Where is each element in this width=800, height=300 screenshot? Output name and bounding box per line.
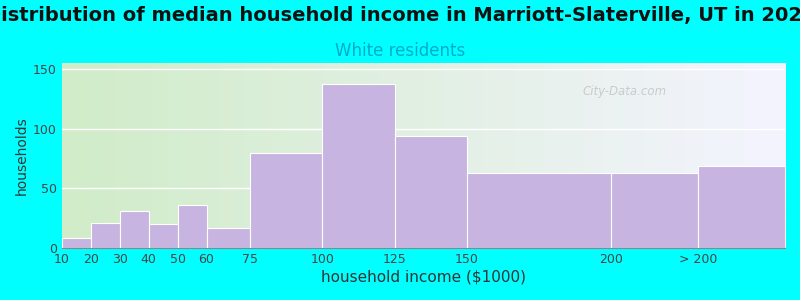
Bar xyxy=(149,224,178,248)
X-axis label: household income ($1000): household income ($1000) xyxy=(321,270,526,285)
Bar xyxy=(91,223,120,248)
Text: City-Data.com: City-Data.com xyxy=(582,85,666,98)
Text: Distribution of median household income in Marriott-Slaterville, UT in 2022: Distribution of median household income … xyxy=(0,6,800,25)
Bar xyxy=(206,228,250,248)
Bar xyxy=(394,136,467,248)
Bar xyxy=(120,211,149,248)
Bar xyxy=(611,173,698,248)
Text: White residents: White residents xyxy=(335,42,465,60)
Bar xyxy=(322,85,394,248)
Bar xyxy=(698,166,785,248)
Bar xyxy=(250,152,322,248)
Bar xyxy=(178,205,206,248)
Bar xyxy=(467,173,611,248)
Bar xyxy=(62,238,91,248)
Y-axis label: households: households xyxy=(15,116,29,195)
